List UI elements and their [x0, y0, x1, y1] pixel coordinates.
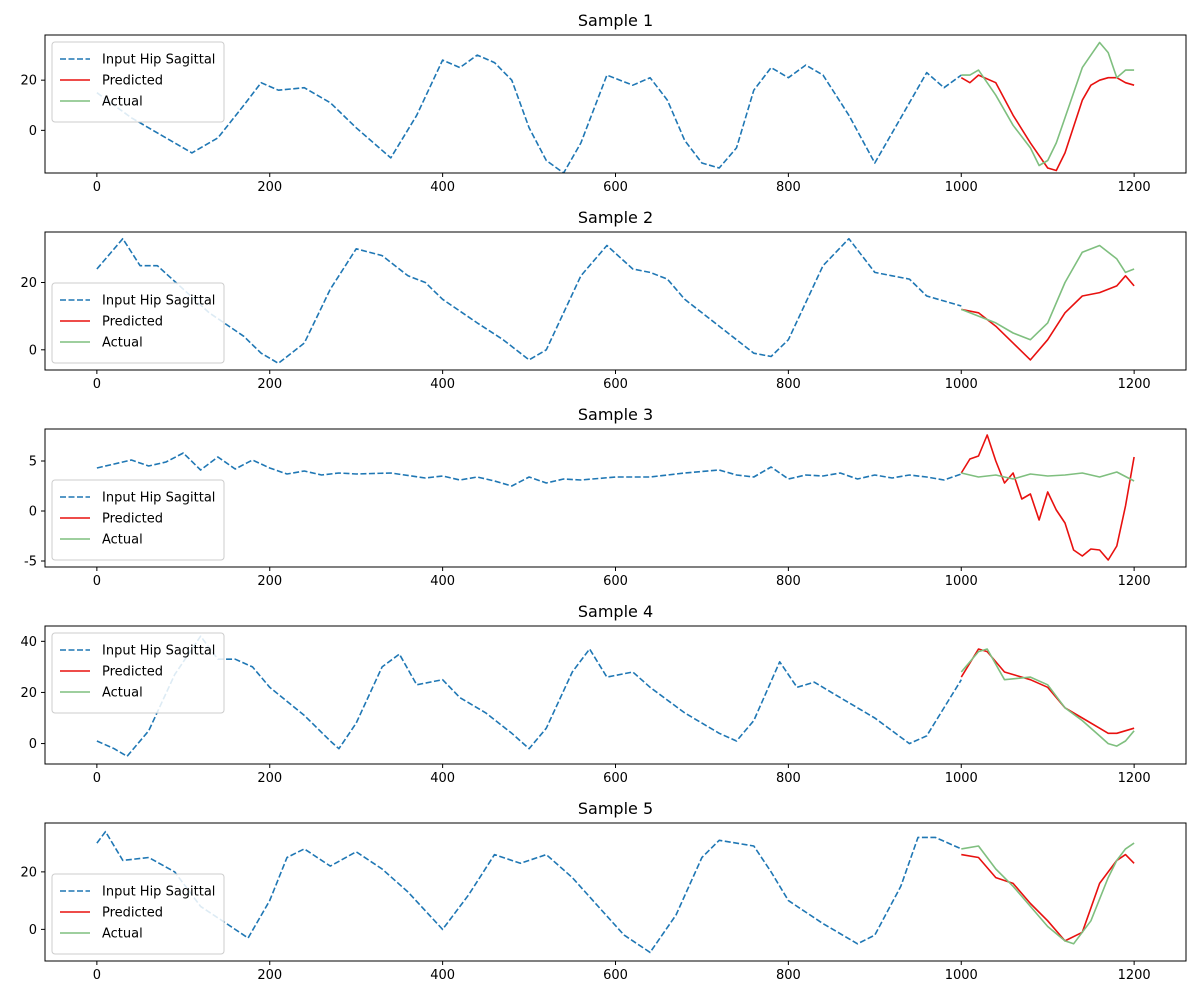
y-tick-label: 40 [20, 635, 37, 650]
legend-label-predicted: Predicted [102, 906, 163, 921]
subplot-5: Sample 5 0 200 400 600 800 1000 1200 0 20 Input Hi… [20, 799, 1187, 983]
x-tick-label: 1200 [1118, 180, 1151, 195]
x-tick-label: 1200 [1118, 377, 1151, 392]
series-line-input-hip-sagittal [96, 452, 962, 487]
legend-label-predicted: Predicted [102, 665, 163, 680]
legend-label-input: Input Hip Sagittal [102, 53, 215, 68]
x-tick-label: 200 [257, 771, 282, 786]
series-line-predicted [960, 648, 1135, 735]
x-tick-label: 600 [603, 377, 628, 392]
subplot-1: Sample 1 0 200 400 600 800 1000 1200 0 20 Input Hi… [20, 11, 1187, 195]
subplot-title: Sample 5 [578, 799, 653, 818]
series-line-input-hip-sagittal [96, 830, 962, 954]
x-tick-label: 400 [430, 771, 455, 786]
x-tick-label: 800 [776, 180, 801, 195]
legend-box [51, 479, 225, 561]
legend-box [51, 873, 225, 955]
legend: Input Hip Sagittal Predicted Actual [51, 632, 225, 714]
x-tick-label: 1000 [945, 771, 978, 786]
y-tick-label: 0 [29, 505, 37, 520]
legend-label-input: Input Hip Sagittal [102, 644, 215, 659]
x-tick-label: 1000 [945, 968, 978, 983]
legend-box [51, 632, 225, 714]
y-tick-label: 0 [29, 923, 37, 938]
legend-label-predicted: Predicted [102, 315, 163, 330]
x-tick-label: 1000 [945, 574, 978, 589]
x-tick-label: 800 [776, 968, 801, 983]
x-tick-label: 200 [257, 574, 282, 589]
x-tick-label: 600 [603, 574, 628, 589]
x-tick-label: 400 [430, 968, 455, 983]
x-tick-label: 400 [430, 180, 455, 195]
legend-label-actual: Actual [102, 336, 143, 351]
series-line-actual [960, 648, 1135, 747]
legend-label-actual: Actual [102, 95, 143, 110]
subplot-title: Sample 2 [578, 208, 653, 227]
subplot-title: Sample 3 [578, 405, 653, 424]
series-line-actual [961, 842, 1135, 945]
legend: Input Hip Sagittal Predicted Actual [51, 41, 225, 123]
x-tick-label: 600 [603, 771, 628, 786]
x-tick-label: 400 [430, 574, 455, 589]
x-tick-label: 800 [776, 377, 801, 392]
legend: Input Hip Sagittal Predicted Actual [51, 479, 225, 561]
x-tick-label: 1200 [1118, 574, 1151, 589]
legend-label-input: Input Hip Sagittal [102, 491, 215, 506]
series-line-actual [961, 471, 1135, 482]
legend-label-actual: Actual [102, 533, 143, 548]
legend-label-predicted: Predicted [102, 74, 163, 89]
series-line-predicted [960, 74, 1135, 172]
x-tick-label: 200 [257, 180, 282, 195]
legend-label-actual: Actual [102, 927, 143, 942]
y-tick-label: 0 [29, 737, 37, 752]
legend: Input Hip Sagittal Predicted Actual [51, 282, 225, 364]
y-tick-label: 0 [29, 343, 37, 358]
y-tick-label: -5 [24, 555, 37, 570]
x-tick-label: 600 [603, 968, 628, 983]
series-line-input-hip-sagittal [96, 635, 962, 758]
x-tick-label: 0 [93, 377, 101, 392]
x-tick-label: 1200 [1118, 968, 1151, 983]
legend-label-actual: Actual [102, 686, 143, 701]
series-line-predicted [960, 434, 1135, 561]
subplot-3: Sample 3 0 200 400 600 800 1000 1200 -5 0 5 Input H… [24, 405, 1187, 589]
legend-box [51, 41, 225, 123]
subplot-title: Sample 4 [578, 602, 653, 621]
y-tick-label: 0 [29, 124, 37, 139]
y-tick-label: 20 [20, 865, 37, 880]
x-tick-label: 400 [430, 377, 455, 392]
legend-label-predicted: Predicted [102, 512, 163, 527]
series-line-actual [961, 41, 1135, 167]
x-tick-label: 0 [93, 180, 101, 195]
series-line-predicted [961, 853, 1135, 942]
y-tick-label: 20 [20, 276, 37, 291]
legend-box [51, 282, 225, 364]
y-tick-label: 20 [20, 686, 37, 701]
x-tick-label: 0 [93, 968, 101, 983]
x-tick-label: 1000 [945, 180, 978, 195]
legend: Input Hip Sagittal Predicted Actual [51, 873, 225, 955]
y-tick-label: 20 [20, 74, 37, 89]
x-tick-label: 800 [776, 574, 801, 589]
x-tick-label: 0 [93, 574, 101, 589]
subplot-4: Sample 4 0 200 400 600 800 1000 1200 0 20 40 Input … [20, 602, 1187, 786]
series-line-actual [961, 244, 1135, 341]
x-tick-label: 200 [257, 377, 282, 392]
subplot-2: Sample 2 0 200 400 600 800 1000 1200 0 20 Input Hi… [20, 208, 1187, 392]
x-tick-label: 0 [93, 771, 101, 786]
x-tick-label: 200 [257, 968, 282, 983]
series-line-input-hip-sagittal [96, 237, 962, 365]
series-line-predicted [961, 275, 1135, 361]
x-tick-label: 1200 [1118, 771, 1151, 786]
legend-label-input: Input Hip Sagittal [102, 294, 215, 309]
series-line-input-hip-sagittal [96, 54, 962, 173]
legend-label-input: Input Hip Sagittal [102, 885, 215, 900]
y-tick-label: 5 [29, 455, 37, 470]
x-tick-label: 600 [603, 180, 628, 195]
x-tick-label: 1000 [945, 377, 978, 392]
subplot-title: Sample 1 [578, 11, 653, 30]
x-tick-label: 800 [776, 771, 801, 786]
